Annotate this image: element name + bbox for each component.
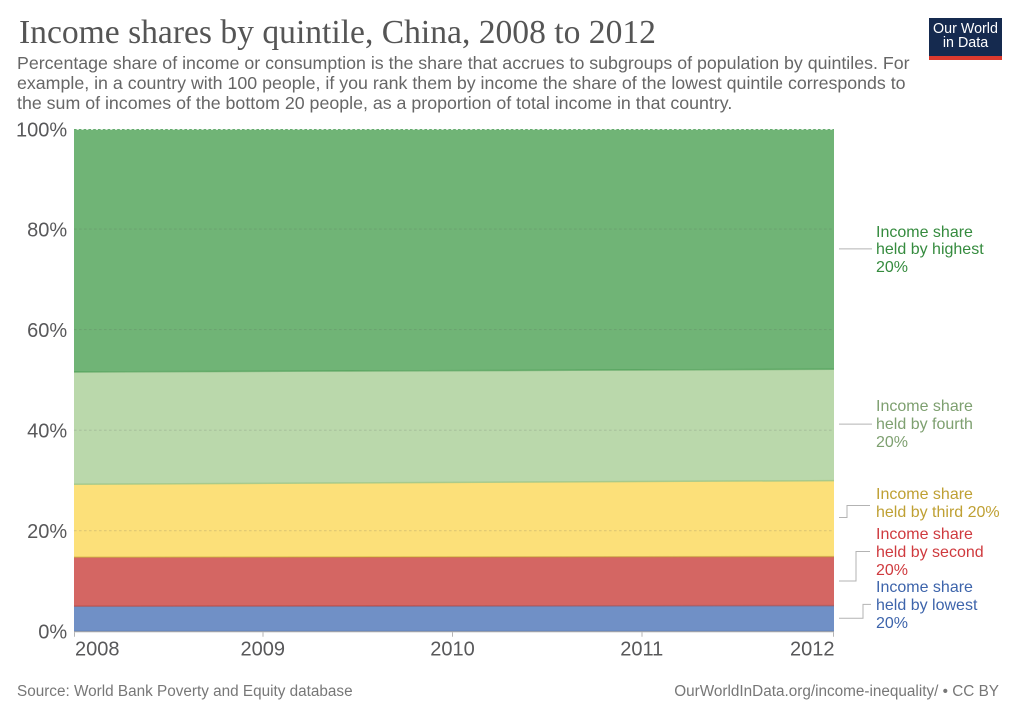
svg-text:2009: 2009 (241, 639, 286, 661)
svg-text:40%: 40% (27, 421, 67, 443)
svg-text:20%: 20% (27, 521, 67, 543)
svg-text:2011: 2011 (620, 639, 663, 661)
svg-text:2008: 2008 (75, 639, 120, 661)
svg-text:2012: 2012 (790, 639, 835, 661)
svg-text:100%: 100% (16, 120, 67, 142)
svg-text:60%: 60% (27, 320, 67, 342)
svg-text:2010: 2010 (430, 639, 475, 661)
svg-text:0%: 0% (38, 621, 67, 643)
svg-text:80%: 80% (27, 219, 67, 241)
